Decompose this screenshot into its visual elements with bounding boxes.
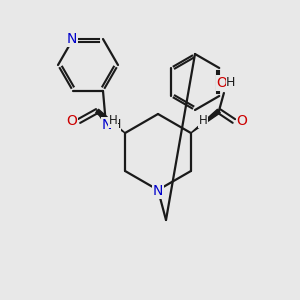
Text: N: N <box>102 118 112 132</box>
Text: H: H <box>109 115 118 128</box>
Text: O: O <box>217 76 227 90</box>
Text: H: H <box>199 115 207 128</box>
Polygon shape <box>96 109 125 133</box>
Text: O: O <box>236 114 247 128</box>
Polygon shape <box>191 109 220 133</box>
Text: O: O <box>67 114 77 128</box>
Text: H: H <box>111 118 121 131</box>
Text: H: H <box>226 76 236 89</box>
Text: N: N <box>153 184 163 198</box>
Text: N: N <box>67 32 77 46</box>
